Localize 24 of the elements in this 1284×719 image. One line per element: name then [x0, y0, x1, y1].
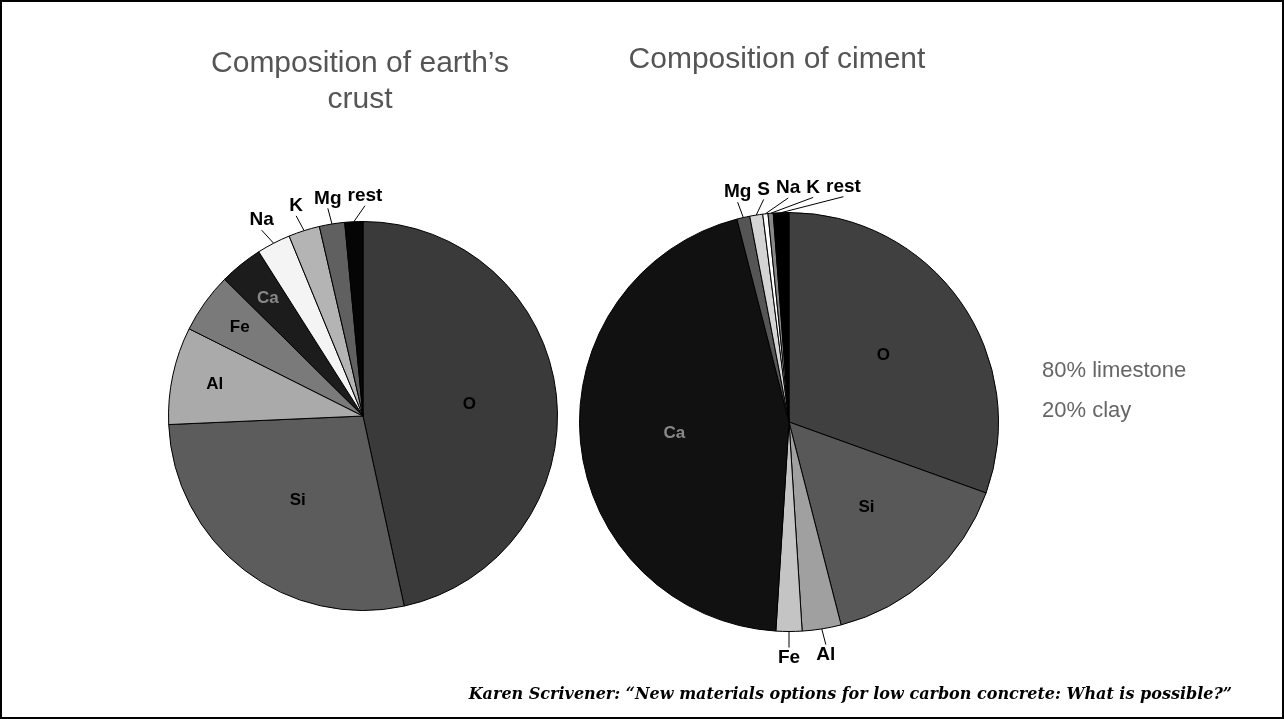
slice-label: Mg	[314, 186, 342, 208]
slice-label: Ca	[256, 287, 280, 307]
slice-label: rest	[826, 174, 862, 196]
text: 80% limestone	[1042, 356, 1187, 384]
text: 20% clay	[1042, 396, 1133, 424]
slice-label: Al	[816, 642, 836, 664]
slice-label: Fe	[777, 645, 801, 667]
slice-label: Na	[776, 176, 801, 198]
chart-title: Composition of earth’s crust	[210, 44, 510, 116]
slice-label: Na	[249, 208, 275, 230]
slice-label: O	[462, 394, 476, 414]
slice-label: K	[289, 194, 304, 216]
text: Karen Scrivener: “New materials options for low carbon concrete: What is possible?”	[468, 684, 1232, 703]
chart-title: Composition of ciment	[627, 40, 927, 76]
slice-label: Mg	[723, 180, 752, 202]
slice-label: Al	[206, 373, 224, 393]
slice-label: S	[757, 177, 771, 199]
slice-label: K	[806, 175, 821, 197]
slice-label: Si	[289, 490, 306, 510]
slice-label: Fe	[229, 317, 250, 337]
slice-label: Si	[858, 496, 875, 516]
slice-label: Ca	[663, 422, 686, 442]
slice-label: O	[876, 345, 890, 365]
slice-label: rest	[347, 183, 384, 205]
